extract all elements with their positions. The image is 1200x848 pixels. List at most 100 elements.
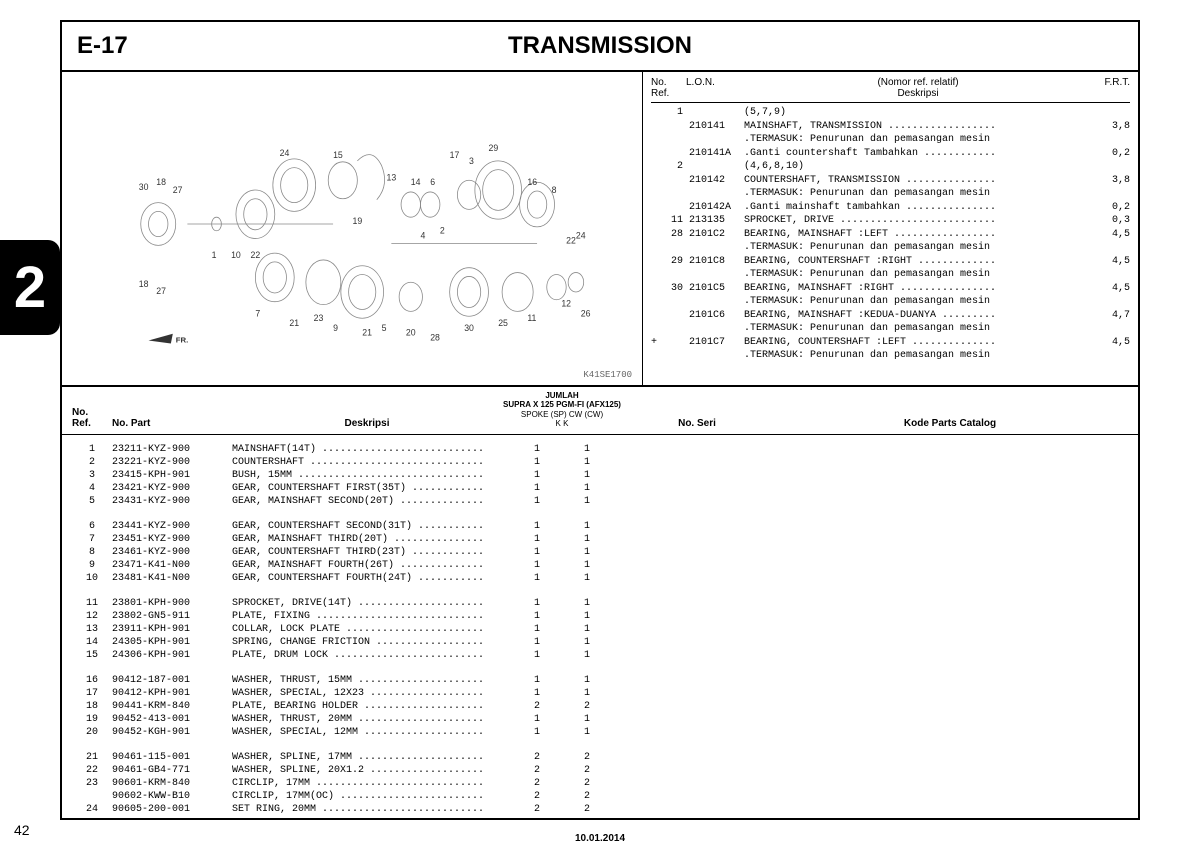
ref-row: 210141MAINSHAFT, TRANSMISSION ..........…: [651, 120, 1130, 134]
page-number: 42: [14, 822, 30, 838]
section-title: TRANSMISSION: [508, 32, 692, 60]
parts-header-seri: No. Seri: [622, 418, 772, 429]
parts-table-body: 123211-KYZ-900MAINSHAFT(14T) ...........…: [62, 435, 1138, 824]
ref-row: .TERMASUK: Penurunan dan pemasangan mesi…: [651, 295, 1130, 309]
svg-text:28: 28: [430, 332, 440, 342]
svg-text:4: 4: [420, 230, 425, 240]
reference-table: No.Ref. L.O.N. (Nomor ref. relatif)Deskr…: [643, 72, 1138, 385]
part-row: 523431-KYZ-900GEAR, MAINSHAFT SECOND(20T…: [72, 495, 1128, 508]
ref-header-frt: F.R.T.: [1090, 77, 1130, 99]
part-row: 1323911-KPH-901COLLAR, LOCK PLATE ......…: [72, 623, 1128, 636]
ref-row: 210141A.Ganti countershaft Tambahkan ...…: [651, 147, 1130, 161]
part-row: 723451-KYZ-900GEAR, MAINSHAFT THIRD(20T)…: [72, 533, 1128, 546]
parts-table-header: No.Ref. No. Part Deskripsi JUMLAH SUPRA …: [62, 387, 1138, 435]
svg-text:15: 15: [333, 150, 343, 160]
part-row: 623441-KYZ-900GEAR, COUNTERSHAFT SECOND(…: [72, 520, 1128, 533]
svg-text:9: 9: [333, 322, 338, 332]
part-row: 1023481-K41-N00GEAR, COUNTERSHAFT FOURTH…: [72, 572, 1128, 585]
svg-text:16: 16: [527, 177, 537, 187]
svg-text:18: 18: [138, 279, 148, 289]
part-row: 1790412-KPH-901WASHER, SPECIAL, 12X23 ..…: [72, 687, 1128, 700]
part-row: 1223802-GN5-911PLATE, FIXING ...........…: [72, 610, 1128, 623]
parts-header-no: No.Ref.: [72, 407, 112, 429]
transmission-diagram-svg: 301827 11022 2415 13146 17329 16822 7212…: [77, 88, 628, 370]
parts-header-part: No. Part: [112, 418, 232, 429]
ref-row: 302101C5BEARING, MAINSHAFT :RIGHT ......…: [651, 282, 1130, 296]
ref-header-lon: L.O.N.: [686, 77, 746, 99]
svg-text:23: 23: [313, 313, 323, 323]
ref-row: .TERMASUK: Penurunan dan pemasangan mesi…: [651, 322, 1130, 336]
part-row: 923471-K41-N00GEAR, MAINSHAFT FOURTH(26T…: [72, 559, 1128, 572]
svg-text:3: 3: [469, 155, 474, 165]
ref-row: .TERMASUK: Penurunan dan pemasangan mesi…: [651, 133, 1130, 147]
svg-text:24: 24: [279, 148, 289, 158]
ref-row: 1(5,7,9): [651, 106, 1130, 120]
svg-text:22: 22: [566, 235, 576, 245]
svg-text:24: 24: [575, 230, 585, 240]
ref-row: 2(4,6,8,10): [651, 160, 1130, 174]
diagram-code: K41SE1700: [583, 370, 632, 380]
part-row: 2390601-KRM-840CIRCLIP, 17MM ...........…: [72, 777, 1128, 790]
ref-row: .TERMASUK: Penurunan dan pemasangan mesi…: [651, 349, 1130, 363]
part-row: 2190461-115-001WASHER, SPLINE, 17MM ....…: [72, 751, 1128, 764]
svg-text:6: 6: [430, 177, 435, 187]
svg-text:26: 26: [580, 308, 590, 318]
exploded-diagram: 301827 11022 2415 13146 17329 16822 7212…: [62, 72, 643, 385]
part-row: 2490605-200-001SET RING, 20MM ..........…: [72, 803, 1128, 816]
svg-text:21: 21: [362, 327, 372, 337]
svg-text:17: 17: [449, 150, 459, 160]
part-row: 123211-KYZ-900MAINSHAFT(14T) ...........…: [72, 443, 1128, 456]
svg-text:27: 27: [172, 185, 182, 195]
part-row: 1890441-KRM-840PLATE, BEARING HOLDER ...…: [72, 700, 1128, 713]
svg-text:25: 25: [498, 318, 508, 328]
ref-row: .TERMASUK: Penurunan dan pemasangan mesi…: [651, 187, 1130, 201]
ref-row: 2101C6BEARING, MAINSHAFT :KEDUA-DUANYA .…: [651, 309, 1130, 323]
svg-text:10: 10: [231, 250, 241, 260]
svg-text:22: 22: [250, 250, 260, 260]
part-row: 323415-KPH-901BUSH, 15MM ...............…: [72, 469, 1128, 482]
part-row: 223221-KYZ-900COUNTERSHAFT .............…: [72, 456, 1128, 469]
ref-header-desc: (Nomor ref. relatif)Deskripsi: [746, 77, 1090, 99]
svg-text:FR.: FR.: [175, 335, 188, 344]
ref-row: 292101C8BEARING, COUNTERSHAFT :RIGHT ...…: [651, 255, 1130, 269]
parts-header-kode: Kode Parts Catalog: [772, 418, 1128, 429]
part-row: 90602-KWW-B10CIRCLIP, 17MM(OC) .........…: [72, 790, 1128, 803]
svg-text:5: 5: [381, 322, 386, 332]
svg-text:18: 18: [156, 177, 166, 187]
svg-text:27: 27: [156, 286, 166, 296]
ref-row: 210142COUNTERSHAFT, TRANSMISSION .......…: [651, 174, 1130, 188]
part-row: 823461-KYZ-900GEAR, COUNTERSHAFT THIRD(2…: [72, 546, 1128, 559]
ref-row: +2101C7BEARING, COUNTERSHAFT :LEFT .....…: [651, 336, 1130, 350]
svg-text:19: 19: [352, 216, 362, 226]
header: E-17 TRANSMISSION: [62, 22, 1138, 72]
svg-text:8: 8: [551, 185, 556, 195]
upper-section: 301827 11022 2415 13146 17329 16822 7212…: [62, 72, 1138, 387]
part-row: 423421-KYZ-900GEAR, COUNTERSHAFT FIRST(3…: [72, 482, 1128, 495]
page-frame: E-17 TRANSMISSION: [60, 20, 1140, 820]
ref-table-header: No.Ref. L.O.N. (Nomor ref. relatif)Deskr…: [651, 74, 1130, 103]
ref-row: 282101C2BEARING, MAINSHAFT :LEFT .......…: [651, 228, 1130, 242]
ref-header-no: No.Ref.: [651, 77, 686, 99]
svg-text:14: 14: [410, 177, 420, 187]
svg-text:2: 2: [439, 225, 444, 235]
svg-text:29: 29: [488, 143, 498, 153]
svg-text:1: 1: [211, 250, 216, 260]
ref-row: 11213135SPROCKET, DRIVE ................…: [651, 214, 1130, 228]
section-tab: 2: [0, 240, 60, 335]
ref-row: .TERMASUK: Penurunan dan pemasangan mesi…: [651, 268, 1130, 282]
svg-text:30: 30: [464, 322, 474, 332]
section-code: E-17: [62, 32, 128, 60]
ref-row: .TERMASUK: Penurunan dan pemasangan mesi…: [651, 241, 1130, 255]
svg-text:12: 12: [561, 298, 571, 308]
part-row: 1990452-413-001WASHER, THRUST, 20MM ....…: [72, 713, 1128, 726]
ref-table-body: 1(5,7,9)210141MAINSHAFT, TRANSMISSION ..…: [651, 103, 1130, 363]
date-footer: 10.01.2014: [575, 833, 625, 844]
part-row: 1524306-KPH-901PLATE, DRUM LOCK ........…: [72, 649, 1128, 662]
parts-header-jumlah: JUMLAH SUPRA X 125 PGM-FI (AFX125) SPOKE…: [502, 391, 622, 429]
svg-text:13: 13: [386, 172, 396, 182]
part-row: 1424305-KPH-901SPRING, CHANGE FRICTION .…: [72, 636, 1128, 649]
parts-header-desc: Deskripsi: [232, 418, 502, 429]
part-row: 1690412-187-001WASHER, THRUST, 15MM ....…: [72, 674, 1128, 687]
svg-text:7: 7: [255, 308, 260, 318]
part-row: 1123801-KPH-900SPROCKET, DRIVE(14T) ....…: [72, 597, 1128, 610]
